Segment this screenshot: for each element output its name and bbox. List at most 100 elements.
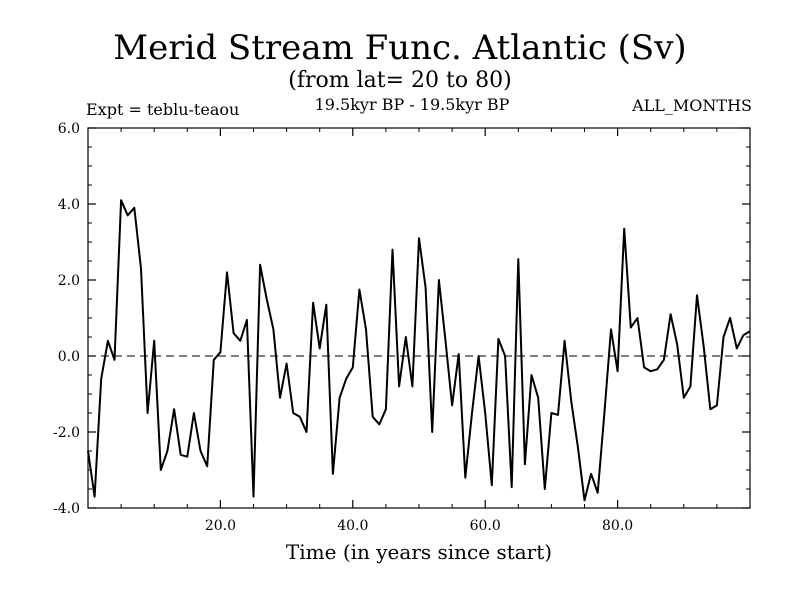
data-point: [603, 412, 605, 414]
data-point: [670, 313, 672, 315]
chart-title: Merid Stream Func. Atlantic (Sv): [113, 28, 687, 68]
data-series-line: [87, 199, 751, 502]
data-point: [451, 404, 453, 406]
data-point: [749, 330, 751, 332]
data-point: [193, 412, 195, 414]
data-point: [431, 431, 433, 433]
data-point: [365, 328, 367, 330]
data-point: [286, 363, 288, 365]
data-point: [306, 431, 308, 433]
data-point: [425, 287, 427, 289]
data-point: [253, 496, 255, 498]
data-point: [200, 450, 202, 452]
data-point: [723, 336, 725, 338]
y-tick-label: 2.0: [58, 273, 80, 289]
data-point: [742, 334, 744, 336]
data-point: [107, 340, 109, 342]
data-point: [663, 359, 665, 361]
data-point: [405, 336, 407, 338]
data-point: [537, 397, 539, 399]
x-tick-label: 60.0: [470, 518, 501, 534]
data-point: [180, 454, 182, 456]
y-tick-label: 0.0: [58, 349, 80, 365]
axis-ticks: [88, 127, 750, 509]
data-point: [729, 317, 731, 319]
x-axis-label: Time (in years since start): [285, 540, 553, 564]
data-point: [484, 412, 486, 414]
axis-tick-labels: -4.0 -2.0 0.0 2.0 4.0 6.0 20.0 40.0 60.0 80.0: [53, 121, 633, 534]
data-point: [411, 385, 413, 387]
period-label: 19.5kyr BP - 19.5kyr BP: [314, 95, 510, 114]
data-point: [173, 408, 175, 410]
data-point: [478, 355, 480, 357]
data-point: [160, 469, 162, 471]
data-point: [544, 488, 546, 490]
data-point: [299, 416, 301, 418]
data-point: [352, 366, 354, 368]
data-point: [398, 385, 400, 387]
data-point: [246, 319, 248, 321]
data-point: [590, 473, 592, 475]
data-point: [464, 477, 466, 479]
data-point: [325, 304, 327, 306]
y-tick-label: -4.0: [53, 501, 80, 517]
data-point: [471, 412, 473, 414]
data-point: [511, 486, 513, 488]
data-point: [153, 340, 155, 342]
data-point: [418, 237, 420, 239]
data-point: [550, 412, 552, 414]
data-point: [643, 366, 645, 368]
data-point: [445, 340, 447, 342]
data-point: [385, 408, 387, 410]
data-point: [213, 359, 215, 361]
data-point: [233, 332, 235, 334]
data-point: [312, 302, 314, 304]
data-point: [709, 408, 711, 410]
data-point: [438, 279, 440, 281]
data-point: [219, 351, 221, 353]
data-point: [94, 496, 96, 498]
data-point: [623, 228, 625, 230]
data-point: [597, 492, 599, 494]
data-point: [610, 328, 612, 330]
months-label: ALL_MONTHS: [632, 96, 752, 115]
data-point: [524, 463, 526, 465]
data-point: [120, 199, 122, 201]
data-point: [392, 249, 394, 251]
data-point: [564, 340, 566, 342]
chart-subtitle: (from lat= 20 to 80): [288, 68, 512, 93]
data-point: [584, 499, 586, 501]
data-point: [186, 456, 188, 458]
data-point: [491, 484, 493, 486]
data-point: [166, 450, 168, 452]
data-point: [259, 264, 261, 266]
data-point: [703, 346, 705, 348]
data-point: [577, 446, 579, 448]
data-point: [656, 368, 658, 370]
data-point: [716, 404, 718, 406]
data-point: [127, 214, 129, 216]
x-tick-label: 80.0: [602, 518, 633, 534]
data-point: [696, 294, 698, 296]
data-point: [650, 370, 652, 372]
data-point: [133, 207, 135, 209]
data-point: [272, 328, 274, 330]
data-point: [372, 416, 374, 418]
data-point: [617, 370, 619, 372]
data-point: [140, 268, 142, 270]
data-point: [637, 317, 639, 319]
data-point: [279, 397, 281, 399]
data-point: [517, 258, 519, 260]
data-point: [266, 298, 268, 300]
data-point: [531, 374, 533, 376]
y-tick-label: -2.0: [53, 425, 80, 441]
data-point: [458, 353, 460, 355]
data-point: [239, 340, 241, 342]
data-point: [378, 423, 380, 425]
data-point: [339, 397, 341, 399]
data-point: [345, 378, 347, 380]
data-point: [292, 412, 294, 414]
data-point: [497, 338, 499, 340]
x-tick-label: 20.0: [205, 518, 236, 534]
